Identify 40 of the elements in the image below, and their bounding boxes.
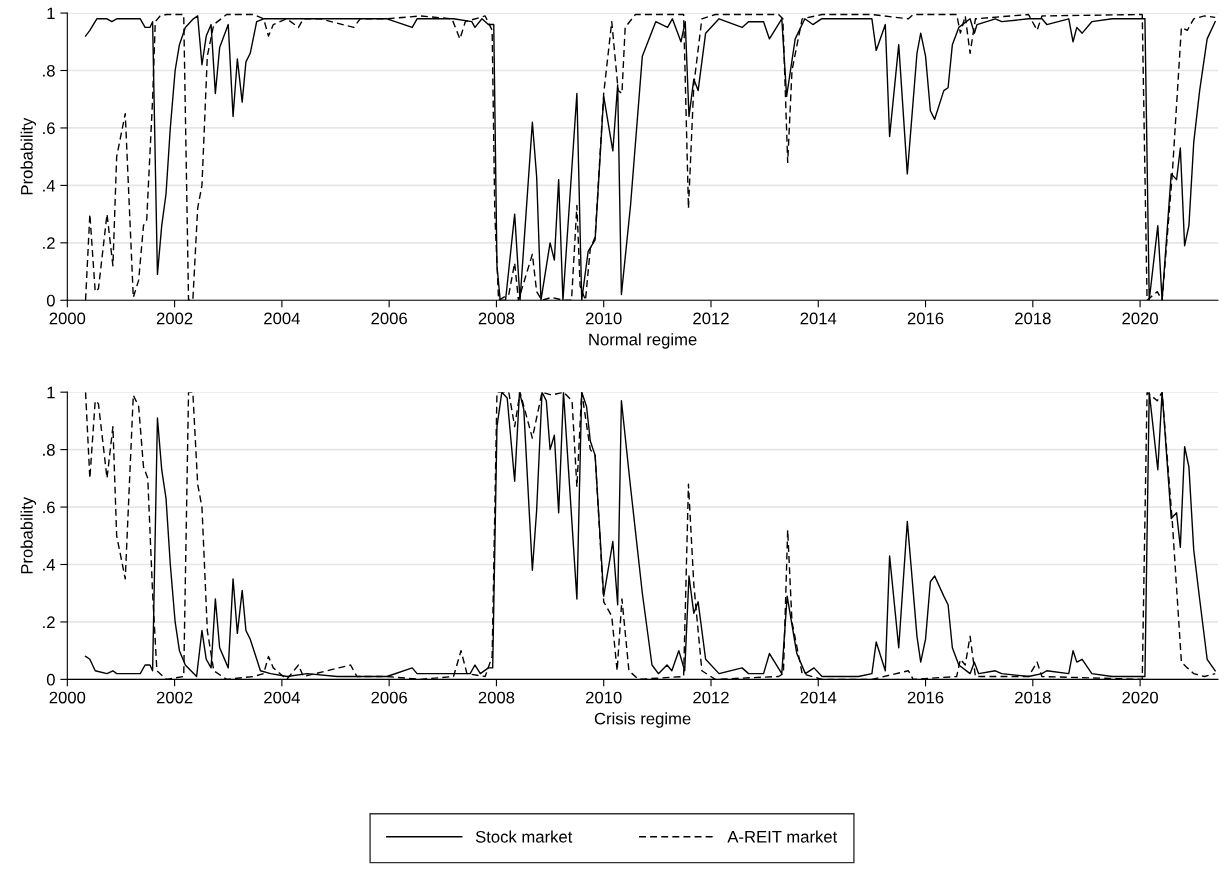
x-tick-label: 2008 <box>478 312 515 325</box>
x-tick-label: 2018 <box>1015 312 1051 325</box>
x-tick-label: 2016 <box>907 691 944 704</box>
y-tick-label: 1 <box>47 7 55 20</box>
legend-label: Stock market <box>475 830 573 843</box>
y-tick-label: .2 <box>43 237 55 249</box>
x-tick-label: 2016 <box>907 312 944 325</box>
x-tick-label: 2004 <box>264 691 300 704</box>
x-tick-label: 2010 <box>586 312 622 325</box>
x-tick-label: 2014 <box>800 691 837 704</box>
y-tick-label: 1 <box>47 386 55 399</box>
y-tick-label: .8 <box>43 444 55 456</box>
x-axis-title: Crisis regime <box>594 712 691 728</box>
x-tick-label: 2006 <box>371 312 407 325</box>
y-tick-label: .2 <box>43 616 55 628</box>
y-tick-label: .6 <box>43 122 55 135</box>
x-tick-label: 2000 <box>49 691 86 704</box>
x-tick-label: 2010 <box>586 691 622 704</box>
y-axis-title: Probability <box>20 117 37 195</box>
y-tick-label: .6 <box>43 501 55 514</box>
x-tick-label: 2006 <box>371 691 407 704</box>
x-axis-title: Normal regime <box>589 333 697 349</box>
y-tick-label: .8 <box>43 64 55 77</box>
x-tick-label: 2012 <box>693 691 729 704</box>
y-axis-title: Probability <box>20 496 37 574</box>
x-tick-label: 2020 <box>1122 312 1158 325</box>
x-tick-label: 2002 <box>156 312 193 325</box>
y-tick-label: 0 <box>46 294 55 307</box>
x-tick-label: 2012 <box>693 312 729 325</box>
y-tick-label: .4 <box>43 179 56 192</box>
x-tick-label: 2020 <box>1122 691 1158 704</box>
legend-label: A-REIT market <box>727 830 838 843</box>
x-tick-label: 2004 <box>264 312 300 325</box>
x-tick-label: 2018 <box>1015 691 1051 704</box>
x-tick-label: 2008 <box>478 691 515 704</box>
x-tick-label: 2002 <box>156 691 193 704</box>
y-tick-label: 0 <box>46 673 55 686</box>
y-tick-label: .4 <box>43 559 56 571</box>
x-tick-label: 2014 <box>800 312 837 325</box>
x-tick-label: 2000 <box>49 312 86 325</box>
